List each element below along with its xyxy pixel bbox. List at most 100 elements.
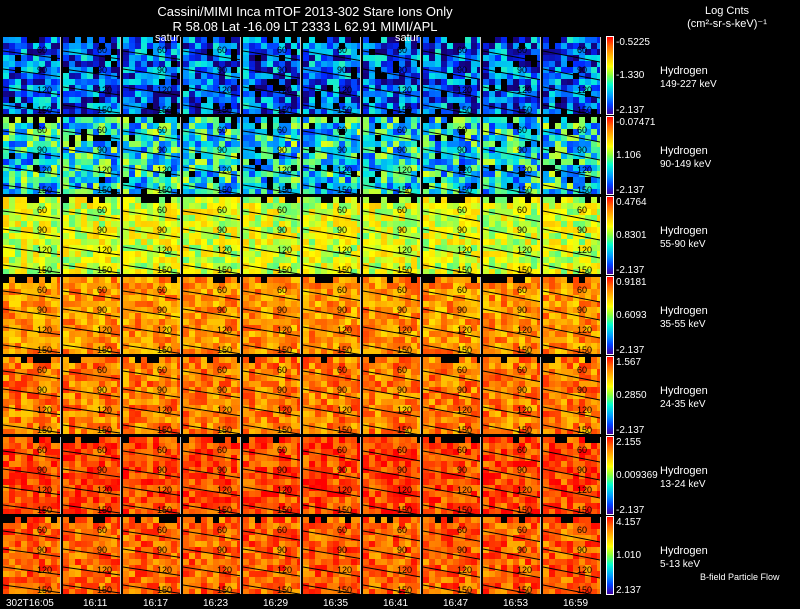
heatmap-cell [57,147,60,153]
heatmap-cell [153,283,159,289]
heatmap-cell [39,49,45,55]
panel-heatmap [3,117,60,194]
heatmap-cell [597,141,600,147]
heatmap-cell [513,215,519,221]
heatmap-cell [393,141,399,147]
heatmap-cell [15,55,21,61]
latitude-label: 90 [457,225,468,235]
heatmap-cell [207,123,213,129]
heatmap-cell [273,349,279,354]
heatmap-cell [81,295,87,301]
heatmap-cell [597,189,600,194]
heatmap-cell [153,61,159,67]
heatmap-cell [225,183,231,189]
heatmap-cell [261,209,267,215]
heatmap-cell [561,183,567,189]
heatmap-cell [411,91,417,97]
heatmap-cell [273,117,279,123]
heatmap-cell [39,147,45,153]
heatmap-cell [207,289,213,295]
heatmap-cell [465,49,471,55]
heatmap-cell [591,67,597,73]
heatmap-cell [15,239,21,245]
heatmap-cell [123,233,129,239]
heatmap-cell [327,257,333,263]
heatmap-cell [57,245,60,251]
heatmap-cell [393,233,399,239]
heatmap-cell [261,147,267,153]
heatmap-cell [417,263,420,269]
latitude-label: 60 [157,45,168,55]
heatmap-cell [3,153,9,159]
field-line [183,148,240,159]
heatmap-cell [297,215,300,221]
heatmap-cell [255,301,261,307]
heatmap-cell [339,61,345,67]
heatmap-cell [453,197,459,203]
energy-label: 90-149 keV [660,159,712,170]
heatmap-cell [129,331,135,337]
heatmap-cell [387,165,393,171]
heatmap-cell [273,49,279,55]
heatmap-cell [111,43,117,49]
heatmap-cell [543,239,549,245]
heatmap-cell [117,349,120,354]
heatmap-cell [69,61,75,67]
heatmap-cell [345,147,351,153]
heatmap-cell [477,55,480,61]
heatmap-cell [249,215,255,221]
heatmap-cell [63,227,69,233]
heatmap-cell [303,313,309,319]
heatmap-cell [435,203,441,209]
heatmap-cell [39,165,45,171]
heatmap-cell [123,171,129,177]
heatmap-cell [279,209,285,215]
heatmap-cell [411,245,417,251]
heatmap-cell [477,153,480,159]
heatmap-cell [261,129,267,135]
heatmap-cell [177,49,180,55]
heatmap-cell [81,123,87,129]
heatmap-cell [33,343,39,349]
heatmap-cell [441,123,447,129]
heatmap-cell [297,85,300,91]
heatmap-cell [51,147,57,153]
heatmap-cell [219,319,225,325]
heatmap-cell [585,197,591,203]
heatmap-cell [519,147,525,153]
heatmap-cell [471,257,477,263]
heatmap-cell [561,227,567,233]
heatmap-cell [333,43,339,49]
heatmap-cell [147,295,153,301]
heatmap-cell [321,67,327,73]
heatmap-cell [471,141,477,147]
heatmap-cell [573,135,579,141]
field-line [363,50,420,62]
heatmap-cell [15,269,21,274]
latitude-label: 120 [457,85,473,95]
heatmap-cell [219,349,225,354]
heatmap-cell [3,91,9,97]
heatmap-cell [165,307,171,313]
heatmap-cell [555,109,561,114]
heatmap-cell [243,91,249,97]
field-line [243,264,300,274]
heatmap-cell [117,269,120,274]
heatmap-cell [321,307,327,313]
panel-heatmap [423,37,480,114]
heatmap-cell [339,79,345,85]
heatmap-cell [147,313,153,319]
heatmap-cell [549,215,555,221]
field-line [183,68,240,79]
heatmap-cell [567,109,573,114]
heatmap-cell [525,263,531,269]
heatmap-cell [387,239,393,245]
heatmap-cell [273,43,279,49]
heatmap-cell [273,251,279,257]
heatmap-cell [453,141,459,147]
heatmap-cell [165,159,171,165]
heatmap-cell [237,73,240,79]
heatmap-cell [489,239,495,245]
heatmap-cell [321,55,327,61]
heatmap-cell [15,85,21,91]
